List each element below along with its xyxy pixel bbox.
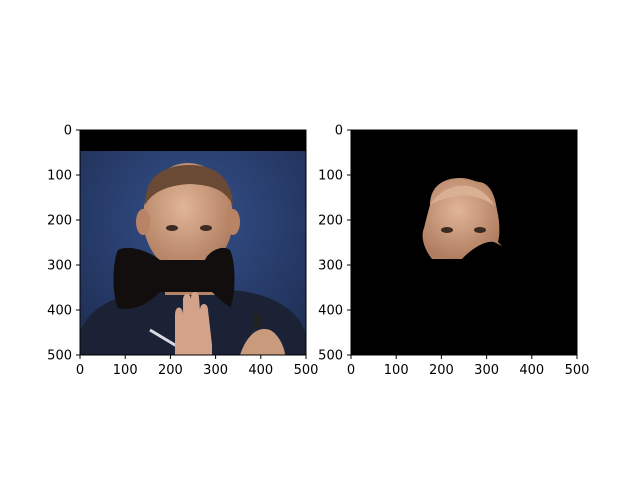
head: [143, 163, 233, 273]
x-tick-label: 400: [519, 363, 544, 378]
x-tick-label: 100: [113, 363, 138, 378]
y-tick-label: 0: [335, 124, 343, 139]
mask-panel: [350, 129, 578, 356]
x-tick-label: 500: [294, 363, 319, 378]
y-tick-label: 100: [47, 169, 72, 184]
mask-image: [351, 130, 577, 355]
x-tick-label: 200: [429, 363, 454, 378]
y-tick-label: 300: [47, 259, 72, 274]
y-tick-label: 200: [318, 214, 343, 229]
mask-frame: [350, 129, 578, 356]
photo-image: [80, 130, 306, 355]
y-tick-label: 500: [318, 349, 343, 364]
hand: [175, 292, 212, 355]
x-tick-label: 0: [347, 363, 355, 378]
x-tick-label: 300: [203, 363, 228, 378]
photo-axes: 0 100 200 300 400 500 0 100 200 300 400 500: [47, 124, 318, 379]
y-tick-label: 100: [318, 169, 343, 184]
y-tick-label: 300: [318, 259, 343, 274]
y-tick-label: 400: [47, 304, 72, 319]
x-tick-label: 0: [76, 363, 84, 378]
x-tick-label: 400: [248, 363, 273, 378]
y-tick-label: 0: [64, 124, 72, 139]
top-black-band: [80, 130, 306, 151]
x-tick-label: 300: [474, 363, 499, 378]
x-tick-label: 500: [565, 363, 590, 378]
bowtie-mask: [113, 247, 235, 309]
y-tick-label: 400: [318, 304, 343, 319]
photo-panel: [79, 129, 307, 356]
x-tick-label: 200: [158, 363, 183, 378]
mask-axes: 0 100 200 300 400 500 0 100 200 300 400 500: [318, 124, 589, 379]
y-tick-label: 200: [47, 214, 72, 229]
photo-frame: [79, 129, 307, 356]
y-tick-label: 500: [47, 349, 72, 364]
x-tick-label: 100: [384, 363, 409, 378]
